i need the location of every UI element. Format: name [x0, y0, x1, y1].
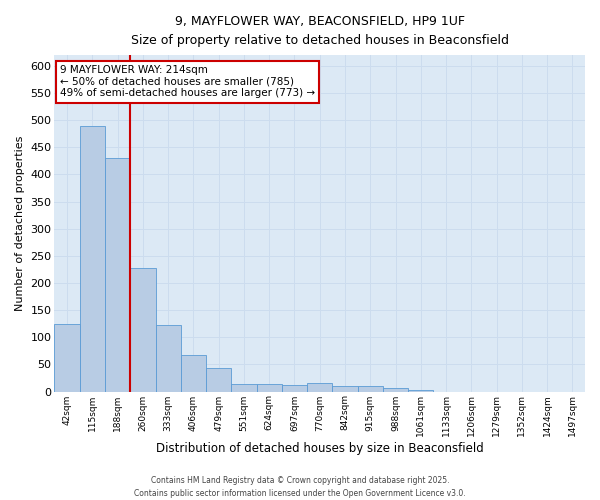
Bar — [105, 158, 130, 392]
Text: 9 MAYFLOWER WAY: 214sqm
← 50% of detached houses are smaller (785)
49% of semi-d: 9 MAYFLOWER WAY: 214sqm ← 50% of detache… — [60, 65, 315, 98]
Y-axis label: Number of detached properties: Number of detached properties — [15, 136, 25, 311]
Bar — [408, 390, 433, 392]
Bar — [80, 126, 105, 392]
Bar — [55, 324, 80, 392]
Bar — [232, 384, 257, 392]
Text: Contains HM Land Registry data © Crown copyright and database right 2025.
Contai: Contains HM Land Registry data © Crown c… — [134, 476, 466, 498]
Bar — [155, 326, 181, 392]
Bar — [181, 354, 206, 392]
Bar — [332, 386, 358, 392]
Bar — [257, 384, 282, 392]
Bar — [358, 386, 383, 392]
Bar — [383, 388, 408, 392]
Title: 9, MAYFLOWER WAY, BEACONSFIELD, HP9 1UF
Size of property relative to detached ho: 9, MAYFLOWER WAY, BEACONSFIELD, HP9 1UF … — [131, 15, 509, 47]
Bar — [206, 368, 232, 392]
Bar — [282, 385, 307, 392]
Bar — [307, 384, 332, 392]
X-axis label: Distribution of detached houses by size in Beaconsfield: Distribution of detached houses by size … — [156, 442, 484, 455]
Bar — [130, 268, 155, 392]
